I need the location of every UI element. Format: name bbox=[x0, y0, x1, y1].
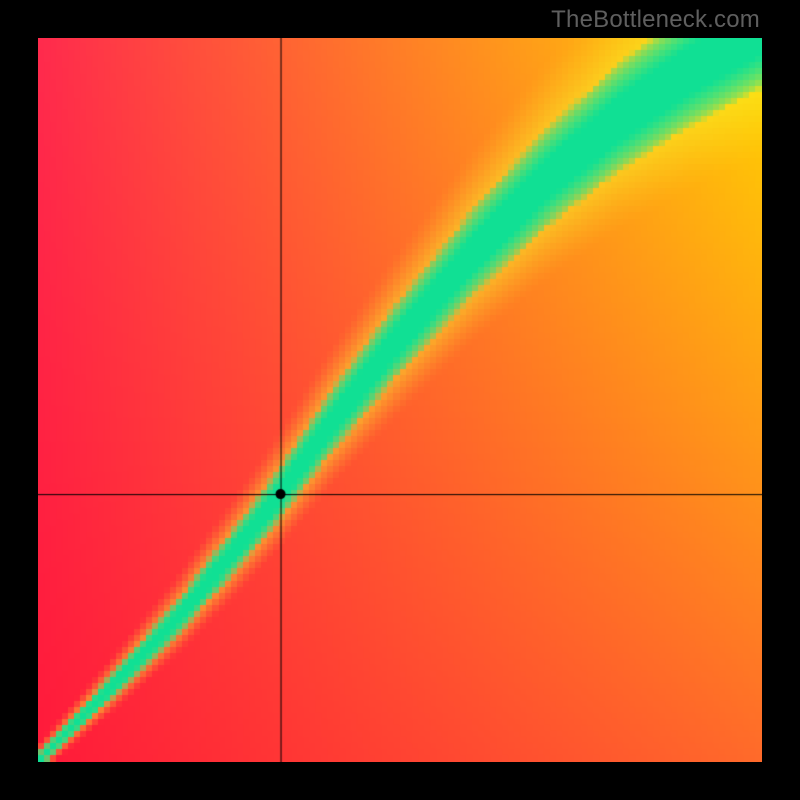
watermark-text: TheBottleneck.com bbox=[551, 6, 760, 34]
outer-frame: TheBottleneck.com bbox=[0, 0, 800, 800]
bottleneck-heatmap bbox=[38, 38, 762, 762]
